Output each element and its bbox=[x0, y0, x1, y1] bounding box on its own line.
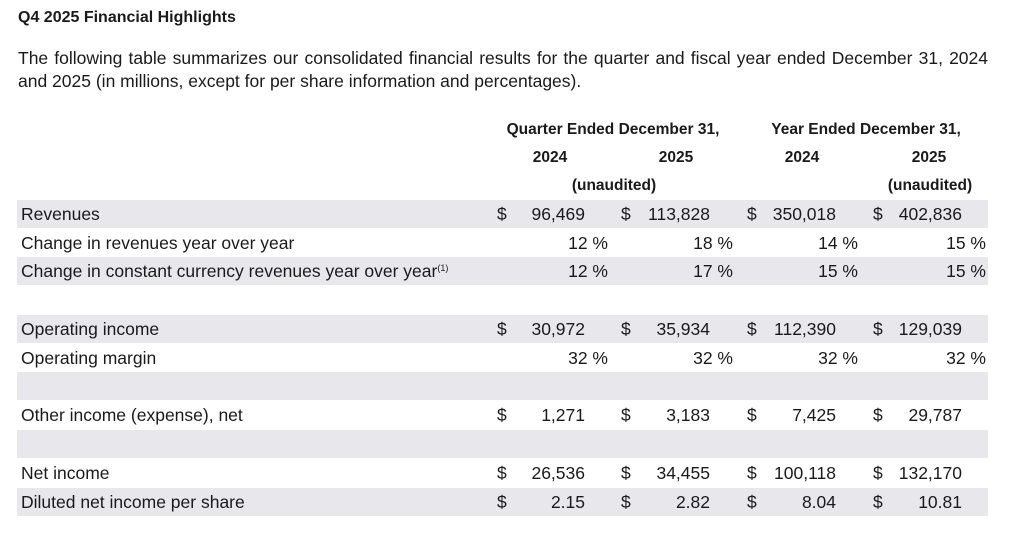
currency-symbol: $ bbox=[747, 492, 757, 512]
currency-symbol: $ bbox=[497, 405, 507, 425]
cell-value: 129,039 bbox=[898, 319, 962, 339]
table-row: Other income (expense), net $1,271 $3,183 $… bbox=[17, 401, 988, 429]
currency-symbol: $ bbox=[497, 492, 507, 512]
header-year-2024-q: 2024 bbox=[532, 149, 568, 166]
cell-value: 402,836 bbox=[898, 204, 962, 224]
cell-value: 26,536 bbox=[531, 463, 585, 483]
cell-value: 112,390 bbox=[774, 319, 836, 339]
table-row: Diluted net income per share $2.15 $2.82 $8… bbox=[17, 488, 988, 516]
row-label: Operating margin bbox=[21, 348, 157, 368]
cell-value: 18 % bbox=[693, 233, 733, 253]
cell-value: 32 % bbox=[693, 348, 733, 368]
cell-value: 14 % bbox=[818, 233, 858, 253]
currency-symbol: $ bbox=[621, 405, 631, 425]
currency-symbol: $ bbox=[621, 319, 631, 339]
table-row: Operating income $30,972 $35,934 $112,390 $1… bbox=[17, 315, 988, 343]
cell-value: 35,934 bbox=[656, 319, 710, 339]
row-label: Other income (expense), net bbox=[21, 405, 243, 425]
currency-symbol: $ bbox=[747, 319, 757, 339]
cell-value: 7,425 bbox=[792, 405, 836, 425]
cell-value: 15 % bbox=[818, 261, 858, 281]
table-row: Revenues $96,469 $113,828 $350,018 $402,836 bbox=[17, 200, 988, 228]
table-row: Net income $26,536 $34,455 $100,118 $132,170 bbox=[17, 459, 988, 487]
header-quarter: Quarter Ended December 31, bbox=[506, 121, 720, 138]
cell-value: 350,018 bbox=[772, 204, 836, 224]
currency-symbol: $ bbox=[873, 492, 883, 512]
row-label: Change in revenues year over year bbox=[21, 233, 295, 253]
cell-value: 10.81 bbox=[918, 492, 962, 512]
currency-symbol: $ bbox=[747, 405, 757, 425]
cell-value: 1,271 bbox=[541, 405, 585, 425]
cell-value: 15 % bbox=[946, 233, 986, 253]
currency-symbol: $ bbox=[621, 463, 631, 483]
currency-symbol: $ bbox=[873, 463, 883, 483]
intro-paragraph: The following table summarizes our conso… bbox=[18, 48, 988, 91]
currency-symbol: $ bbox=[747, 463, 757, 483]
spacer-row bbox=[17, 286, 988, 314]
cell-value: 2.82 bbox=[675, 492, 710, 512]
table-row: Change in revenues year over year 12 % 18 … bbox=[17, 229, 988, 257]
currency-symbol: $ bbox=[621, 492, 631, 512]
row-label: Revenues bbox=[21, 204, 100, 224]
footnote-marker: (1) bbox=[437, 263, 449, 273]
cell-value: 30,972 bbox=[531, 319, 585, 339]
cell-value: 17 % bbox=[693, 261, 733, 281]
cell-value: 12 % bbox=[568, 233, 608, 253]
cell-value: 15 % bbox=[946, 261, 986, 281]
cell-value: 32 % bbox=[568, 348, 608, 368]
currency-symbol: $ bbox=[497, 463, 507, 483]
row-label: Change in constant currency revenues yea… bbox=[21, 261, 449, 281]
cell-value: 34,455 bbox=[656, 463, 710, 483]
table-row: Operating margin 32 % 32 % 32 % 32 % bbox=[17, 344, 988, 372]
header-year-2025-q: 2025 bbox=[658, 149, 694, 166]
cell-value: 113,828 bbox=[648, 204, 710, 224]
cell-value: 132,170 bbox=[898, 463, 962, 483]
currency-symbol: $ bbox=[747, 204, 757, 224]
currency-symbol: $ bbox=[621, 204, 631, 224]
row-label: Diluted net income per share bbox=[21, 492, 245, 512]
unaudited-label-y: (unaudited) bbox=[887, 177, 973, 194]
currency-symbol: $ bbox=[497, 204, 507, 224]
currency-symbol: $ bbox=[873, 405, 883, 425]
cell-value: 100,118 bbox=[774, 463, 836, 483]
page-title: Q4 2025 Financial Highlights bbox=[18, 9, 236, 26]
cell-value: 96,469 bbox=[531, 204, 585, 224]
cell-value: 32 % bbox=[818, 348, 858, 368]
cell-value: 8.04 bbox=[801, 492, 836, 512]
currency-symbol: $ bbox=[497, 319, 507, 339]
header-year: Year Ended December 31, bbox=[771, 121, 961, 138]
cell-value: 32 % bbox=[946, 348, 986, 368]
spacer-row bbox=[17, 372, 988, 400]
currency-symbol: $ bbox=[873, 204, 883, 224]
cell-value: 3,183 bbox=[666, 405, 710, 425]
header-year-2025-y: 2025 bbox=[911, 149, 947, 166]
currency-symbol: $ bbox=[873, 319, 883, 339]
cell-value: 2.15 bbox=[550, 492, 585, 512]
spacer-row bbox=[17, 430, 988, 458]
cell-value: 29,787 bbox=[908, 405, 962, 425]
row-label: Operating income bbox=[21, 319, 160, 339]
cell-value: 12 % bbox=[568, 261, 608, 281]
unaudited-label-q: (unaudited) bbox=[571, 177, 657, 194]
table-row: Change in constant currency revenues yea… bbox=[17, 257, 988, 285]
row-label: Net income bbox=[21, 463, 110, 483]
header-year-2024-y: 2024 bbox=[784, 149, 820, 166]
